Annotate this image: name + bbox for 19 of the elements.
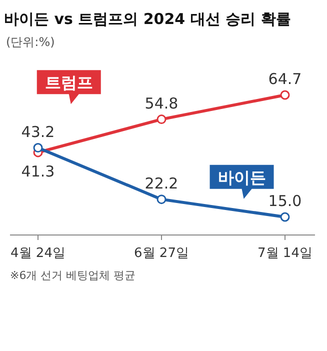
chart-title: 바이든 vs 트럼프의 2024 대선 승리 확률	[4, 10, 291, 28]
data-label: 43.2	[21, 122, 55, 141]
data-label: 15.0	[268, 192, 302, 210]
x-tick-label: 7월 14일	[258, 246, 312, 261]
point	[33, 143, 43, 153]
data-label: 64.7	[268, 70, 302, 88]
point	[280, 90, 290, 100]
point	[156, 194, 166, 204]
data-label: 54.8	[144, 94, 178, 112]
data-label: 41.3	[21, 162, 55, 180]
point	[280, 212, 290, 222]
text: 트럼프	[44, 73, 93, 92]
text: ※6개 선거 베팅업체 평균	[10, 269, 136, 282]
series-label: 바이든	[218, 168, 266, 187]
chart-subtitle: (단위:%)	[6, 35, 55, 49]
x-tick-label: 6월 27일	[134, 246, 189, 261]
x-tick-label: 4월 24일	[10, 246, 66, 261]
data-label: 22.2	[144, 174, 178, 192]
point	[156, 114, 166, 124]
